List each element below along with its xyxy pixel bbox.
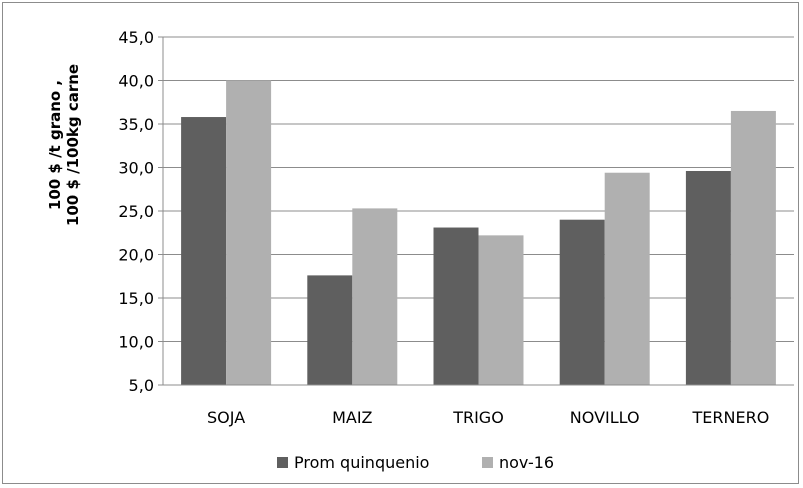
y-tick-label: 35,0 — [118, 115, 154, 134]
bar-trigo-series-2 — [478, 235, 524, 385]
x-tick-labels: SOJA MAIZ TRIGO NOVILLO TERNERO — [207, 408, 769, 427]
bar-maiz-series-1 — [307, 275, 353, 385]
bar-maiz-series-2 — [352, 208, 398, 385]
bar-ternero-series-1 — [685, 170, 731, 385]
x-tick-label: MAIZ — [332, 408, 372, 427]
y-axis-title-line-1: 100 $ /t grano , — [46, 80, 64, 210]
y-tick-label: 15,0 — [118, 289, 154, 308]
legend-label-series-2: nov-16 — [499, 453, 554, 472]
y-tick-labels: 5,0 10,0 15,0 20,0 25,0 30,0 35,0 40,0 45,0 — [118, 28, 154, 395]
x-tick-label: SOJA — [207, 408, 245, 427]
bar-soja-series-1 — [181, 117, 227, 385]
bar-novillo-series-2 — [604, 172, 650, 385]
y-axis-title: 100 $ /t grano , 100 $ /100kg carne — [46, 64, 82, 226]
y-tick-label: 40,0 — [118, 72, 154, 91]
y-tick-label: 30,0 — [118, 159, 154, 178]
x-tick-label: NOVILLO — [570, 408, 640, 427]
y-tick-label: 5,0 — [129, 376, 154, 395]
axes — [162, 37, 794, 386]
bar-ternero-series-2 — [730, 110, 776, 385]
x-tick-label: TRIGO — [452, 408, 504, 427]
bars — [181, 80, 776, 385]
legend-swatch-series-1 — [277, 457, 288, 468]
bar-novillo-series-1 — [559, 219, 605, 385]
y-axis-title-line-2: 100 $ /100kg carne — [64, 64, 82, 226]
y-tick-label: 25,0 — [118, 202, 154, 221]
y-tick-label: 10,0 — [118, 333, 154, 352]
y-tick-label: 45,0 — [118, 28, 154, 47]
bar-soja-series-2 — [226, 80, 272, 385]
legend-label-series-1: Prom quinquenio — [294, 453, 429, 472]
legend-swatch-series-2 — [482, 457, 493, 468]
bar-trigo-series-1 — [433, 227, 479, 385]
y-tick-label: 20,0 — [118, 246, 154, 265]
x-tick-label: TERNERO — [692, 408, 770, 427]
legend: Prom quinquenio nov-16 — [277, 453, 554, 472]
